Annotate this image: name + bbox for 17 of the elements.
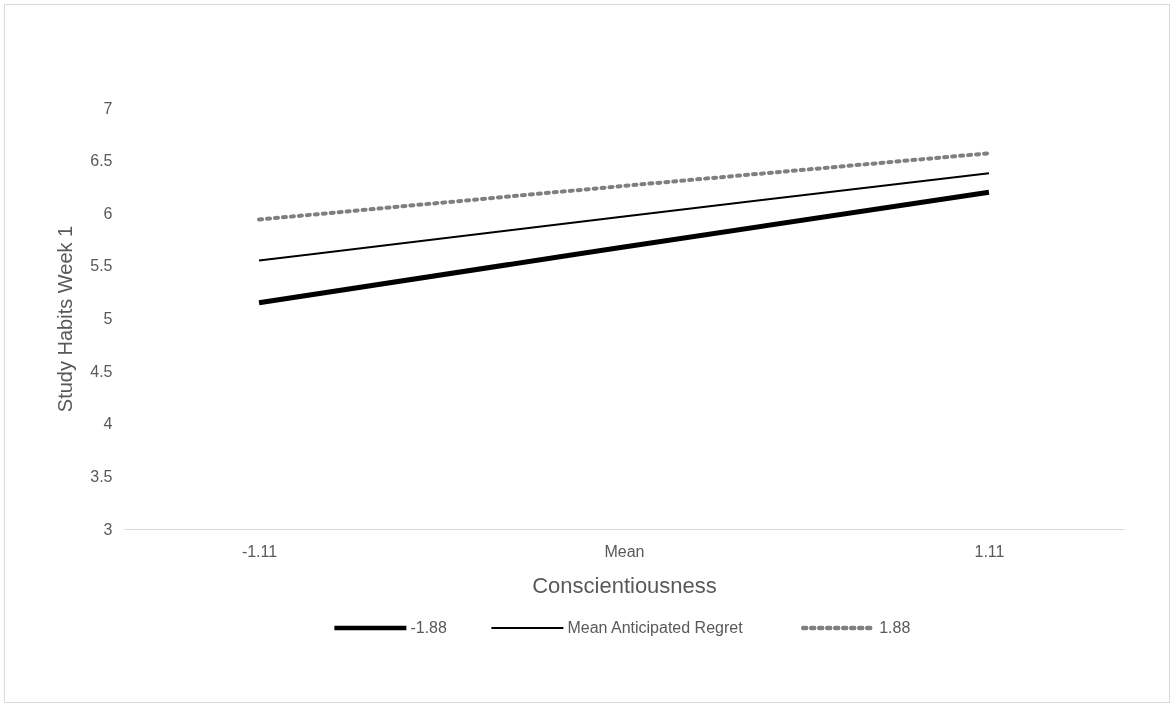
x-tick-label: Mean: [604, 542, 645, 560]
legend-label: Mean Anticipated Regret: [567, 619, 744, 636]
y-tick-label: 5: [103, 310, 113, 327]
y-tick-label: 4: [103, 415, 113, 433]
legend-label: -1.88: [410, 619, 447, 636]
y-tick-label: 7: [103, 99, 113, 117]
y-tick-label: 3.5: [90, 467, 113, 485]
x-axis-title: Conscientiousness: [532, 572, 717, 598]
y-tick-label: 3: [103, 520, 113, 538]
x-tick-label: -1.11: [241, 542, 278, 560]
y-tick-label: 5.5: [90, 257, 113, 275]
y-tick-label: 6: [103, 204, 113, 222]
y-tick-label: 4.5: [90, 362, 113, 380]
y-tick-label: 6.5: [90, 152, 113, 170]
x-tick-label: 1.11: [974, 542, 1005, 560]
y-axis-title: Study Habits Week 1: [54, 225, 77, 413]
legend-label: 1.88: [879, 619, 911, 636]
